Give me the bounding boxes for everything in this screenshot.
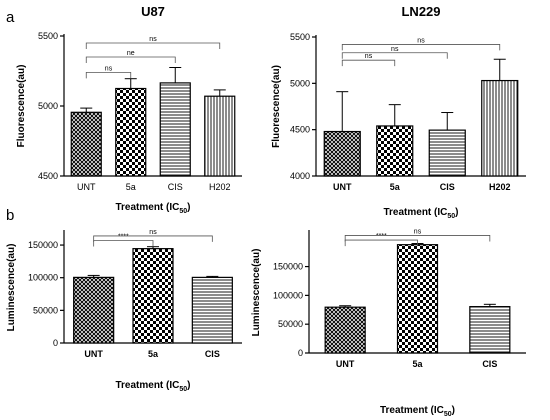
x-tick-label: CIS	[482, 359, 497, 369]
significance-bracket	[341, 44, 501, 51]
x-tick-label: 5a	[390, 182, 401, 192]
significance-label: ns	[391, 46, 399, 53]
y-tick-label: 5500	[38, 31, 58, 41]
x-tick-label: H202	[489, 182, 511, 192]
chart-title: U87	[141, 4, 165, 19]
significance-bracket	[344, 235, 491, 242]
y-axis-label: Luminescence(au)	[251, 249, 262, 337]
y-tick-label: 50000	[33, 305, 58, 315]
x-tick-label: UNT	[77, 182, 96, 192]
significance-bracket	[85, 72, 132, 79]
significance-bracket	[93, 235, 213, 242]
chart-b-left: 0 50000 100000 150000 Luminescence(au) UNT 5a C…	[6, 229, 242, 393]
bar-CIS	[191, 276, 233, 344]
significance-bracket	[344, 239, 418, 247]
y-tick-label: 0	[53, 338, 58, 348]
significance-label: ****	[118, 233, 129, 240]
y-tick-label: 150000	[28, 240, 58, 250]
chart-ln229: LN229 4000 4500 5000 5500 Fluorescence(au) UNT…	[271, 4, 526, 220]
x-tick-label: CIS	[205, 349, 220, 359]
y-tick-label: 4500	[290, 125, 310, 135]
bar-UNT	[323, 130, 361, 177]
x-axis-label: Treatment (IC50)	[115, 380, 190, 393]
significance-bracket	[85, 56, 176, 63]
panel-label-b: b	[6, 207, 14, 224]
y-tick-label: 4000	[290, 171, 310, 181]
x-tick-label: 5a	[412, 359, 423, 369]
x-axis-label: Treatment (IC50)	[380, 405, 455, 418]
significance-label: ns	[149, 229, 157, 236]
chart-u87: U87 4500 5000 5500 Fluorescence(au) UNT 5a CIS H…	[16, 4, 242, 215]
bar-5a	[132, 248, 174, 344]
x-tick-label: UNT	[336, 359, 355, 369]
bar-CIS	[159, 82, 191, 177]
x-axis-label: Treatment (IC50)	[115, 202, 190, 215]
y-tick-label: 5500	[290, 32, 310, 42]
y-tick-label: 5000	[38, 101, 58, 111]
x-tick-label: UNT	[333, 182, 352, 192]
chart-title: LN229	[401, 4, 440, 19]
x-axis-label: Treatment (IC50)	[383, 207, 458, 220]
y-axis-label: Luminescence(au)	[6, 244, 17, 332]
y-tick-label: 0	[298, 348, 303, 358]
x-tick-label: UNT	[84, 349, 103, 359]
panel-label-a: a	[6, 9, 15, 26]
significance-label: ns	[417, 37, 425, 44]
bar-H202	[481, 79, 519, 177]
significance-bracket	[93, 240, 154, 247]
significance-label: ns	[149, 36, 157, 43]
x-tick-label: CIS	[440, 182, 455, 192]
bar-5a	[115, 87, 147, 177]
bar-CIS	[469, 306, 511, 354]
bar-CIS	[428, 129, 466, 177]
y-axis-label: Fluorescence(au)	[271, 65, 282, 148]
bar-H202	[204, 95, 236, 177]
bar-5a	[376, 125, 414, 177]
x-tick-label: 5a	[148, 349, 159, 359]
significance-label: ns	[105, 65, 113, 72]
significance-bracket	[85, 42, 221, 49]
y-tick-label: 4500	[38, 171, 58, 181]
y-tick-label: 5000	[290, 78, 310, 88]
x-tick-label: CIS	[168, 182, 183, 192]
significance-label: ns	[365, 53, 373, 60]
x-tick-label: 5a	[126, 182, 136, 192]
y-tick-label: 100000	[28, 273, 58, 283]
significance-bracket	[341, 59, 396, 67]
x-tick-label: H202	[209, 182, 231, 192]
significance-bracket	[341, 52, 448, 59]
y-axis-label: Fluorescence(au)	[16, 65, 27, 148]
significance-label: ne	[127, 50, 135, 57]
bar-UNT	[73, 276, 115, 344]
y-tick-label: 100000	[273, 290, 303, 300]
y-tick-label: 50000	[278, 319, 303, 329]
significance-label: ****	[376, 233, 387, 240]
bar-UNT	[324, 306, 366, 354]
significance-label: ns	[414, 228, 422, 235]
bar-UNT	[70, 111, 102, 177]
bar-5a	[396, 244, 439, 354]
y-tick-label: 150000	[273, 262, 303, 272]
chart-b-right: 0 50000 100000 150000 Luminescence(au) UNT 5a C…	[251, 228, 526, 418]
